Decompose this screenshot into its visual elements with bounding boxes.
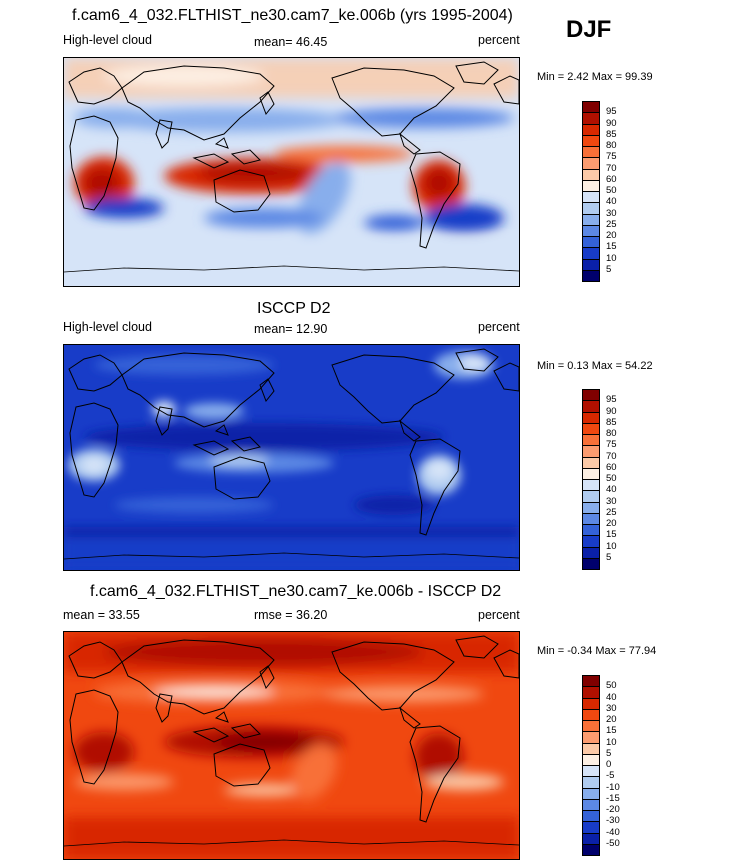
colorbar-tick-label: 5 xyxy=(606,551,612,563)
colorbar-tick-label: 40 xyxy=(606,196,617,208)
colorbar-tick-label: 20 xyxy=(606,230,617,241)
colorbar-tick-label: -5 xyxy=(606,770,615,782)
panel1-colorbar: 95 90 85 80 75 70 60 50 40 30 25 20 15 10 5 xyxy=(582,101,642,282)
colorbar-tick-label: 25 xyxy=(606,218,617,230)
colorbar-swatch xyxy=(582,843,600,856)
colorbar-tick-label: 60 xyxy=(606,173,617,185)
colorbar-tick-label: 85 xyxy=(606,128,617,140)
panel2-map xyxy=(63,344,520,571)
colorbar-tick-label: 20 xyxy=(606,518,617,529)
panel3-colorbar: 50 40 30 20 15 10 5 0 -5 -10 -15 -20 -30 -40 -50 xyxy=(582,675,642,856)
panel2-variable-label: High-level cloud xyxy=(63,320,152,334)
colorbar-tick-label: -50 xyxy=(606,837,620,849)
panel3-map xyxy=(63,631,520,860)
colorbar-swatch xyxy=(582,557,600,570)
colorbar-tick-label: 30 xyxy=(606,207,617,219)
colorbar-tick-label: 30 xyxy=(606,495,617,507)
panel3-minmax: Min = -0.34 Max = 77.94 xyxy=(537,645,657,657)
colorbar-tick-label: 50 xyxy=(606,185,617,196)
colorbar-tick-label: 5 xyxy=(606,263,612,275)
colorbar-tick-label: 5 xyxy=(606,747,612,759)
colorbar-tick-label: 70 xyxy=(606,162,617,174)
colorbar-tick-label: 80 xyxy=(606,140,617,151)
panel2-mean-label: mean= 12.90 xyxy=(254,322,328,336)
colorbar-tick-label: 95 xyxy=(606,106,617,118)
season-label: DJF xyxy=(566,16,612,43)
colorbar-tick-label: 25 xyxy=(606,506,617,518)
colorbar-tick-label: 10 xyxy=(606,736,617,748)
panel2-minmax: Min = 0.13 Max = 54.22 xyxy=(537,360,653,372)
colorbar-tick-label: -10 xyxy=(606,781,620,793)
panel1-mean-label: mean= 46.45 xyxy=(254,35,328,49)
colorbar-tick-label: 50 xyxy=(606,680,617,692)
panel1-title: f.cam6_4_032.FLTHIST_ne30.cam7_ke.006b (… xyxy=(72,7,513,24)
panel3-title: f.cam6_4_032.FLTHIST_ne30.cam7_ke.006b -… xyxy=(90,583,502,600)
panel1-minmax: Min = 2.42 Max = 99.39 xyxy=(537,71,653,83)
colorbar-tick-label: -30 xyxy=(606,815,620,827)
panel2-colorbar: 95 90 85 80 75 70 60 50 40 30 25 20 15 10 5 xyxy=(582,389,642,570)
colorbar-tick-label: 30 xyxy=(606,702,617,714)
panel2-units-label: percent xyxy=(478,320,520,334)
panel2-title: ISCCP D2 xyxy=(257,300,331,317)
panel1-variable-label: High-level cloud xyxy=(63,33,152,47)
colorbar-tick-label: 40 xyxy=(606,484,617,496)
colorbar-swatch xyxy=(582,269,600,282)
colorbar-tick-label: 75 xyxy=(606,151,617,163)
colorbar-tick-label: 85 xyxy=(606,416,617,428)
colorbar-tick-label: 10 xyxy=(606,252,617,264)
panel3-rmse-label: rmse = 36.20 xyxy=(254,608,328,622)
colorbar-tick-label: 0 xyxy=(606,759,612,770)
colorbar-tick-label: 15 xyxy=(606,529,617,541)
panel3-mean-label: mean = 33.55 xyxy=(63,608,140,622)
panel3-units-label: percent xyxy=(478,608,520,622)
colorbar-tick-label: -15 xyxy=(606,792,620,804)
colorbar-tick-label: 15 xyxy=(606,725,617,737)
panel1-map xyxy=(63,57,520,287)
panel1-units-label: percent xyxy=(478,33,520,47)
colorbar-tick-label: 40 xyxy=(606,691,617,703)
colorbar-tick-label: 60 xyxy=(606,461,617,473)
colorbar-tick-label: 80 xyxy=(606,428,617,439)
colorbar-tick-label: 15 xyxy=(606,241,617,253)
colorbar-tick-label: 90 xyxy=(606,117,617,129)
colorbar-tick-label: 75 xyxy=(606,439,617,451)
colorbar-tick-label: 50 xyxy=(606,473,617,484)
colorbar-tick-label: 10 xyxy=(606,540,617,552)
colorbar-tick-label: 70 xyxy=(606,450,617,462)
colorbar-tick-label: 95 xyxy=(606,394,617,406)
colorbar-tick-label: 90 xyxy=(606,405,617,417)
colorbar-tick-label: -20 xyxy=(606,804,620,815)
colorbar-tick-label: -40 xyxy=(606,826,620,838)
colorbar-tick-label: 20 xyxy=(606,714,617,725)
